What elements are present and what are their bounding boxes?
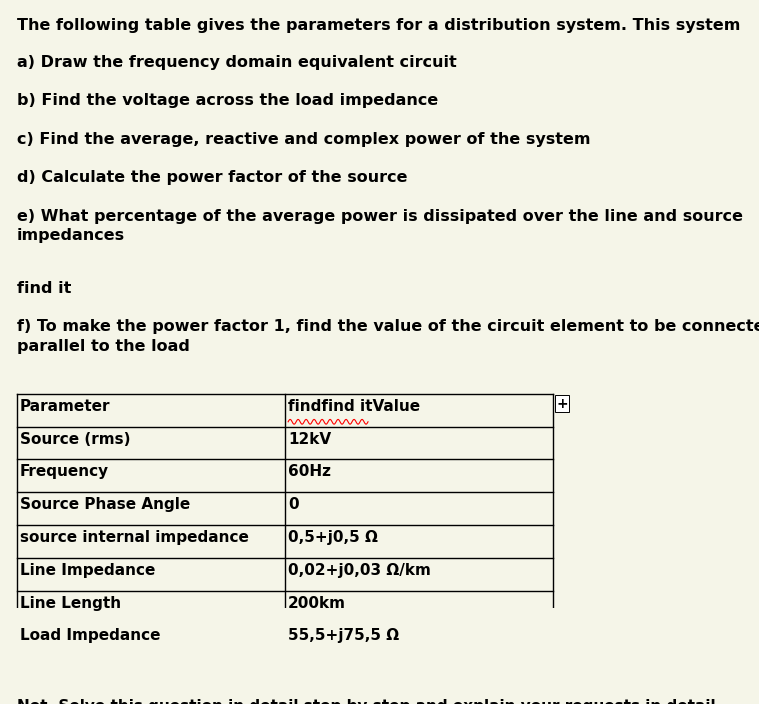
Text: +: + (556, 397, 568, 411)
Text: 0,02+j0,03 Ω/km: 0,02+j0,03 Ω/km (288, 562, 431, 578)
Text: c) Find the average, reactive and complex power of the system: c) Find the average, reactive and comple… (17, 132, 591, 147)
Text: e) What percentage of the average power is dissipated over the line and source
i: e) What percentage of the average power … (17, 208, 743, 244)
Text: Line Impedance: Line Impedance (20, 562, 156, 578)
Text: findfind itValue: findfind itValue (288, 398, 420, 414)
Text: The following table gives the parameters for a distribution system. This system: The following table gives the parameters… (17, 18, 741, 33)
Text: 12kV: 12kV (288, 432, 331, 446)
Text: b) Find the voltage across the load impedance: b) Find the voltage across the load impe… (17, 94, 439, 108)
Text: 0: 0 (288, 497, 299, 512)
Bar (3, 646, 13, 660)
Text: Line Length: Line Length (20, 596, 121, 610)
Text: d) Calculate the power factor of the source: d) Calculate the power factor of the sou… (17, 170, 408, 185)
Text: 200km: 200km (288, 596, 346, 610)
Text: 60Hz: 60Hz (288, 465, 331, 479)
Text: Frequency: Frequency (20, 465, 109, 479)
Text: f) To make the power factor 1, find the value of the circuit element to be conne: f) To make the power factor 1, find the … (17, 319, 759, 354)
Text: a) Draw the frequency domain equivalent circuit: a) Draw the frequency domain equivalent … (17, 55, 457, 70)
Text: 0,5+j0,5 Ω: 0,5+j0,5 Ω (288, 530, 378, 545)
Text: find it: find it (17, 280, 71, 296)
Text: source internal impedance: source internal impedance (20, 530, 249, 545)
Text: Not. Solve this question in detail step by step and explain your requests in det: Not. Solve this question in detail step … (17, 699, 716, 704)
Text: Load Impedance: Load Impedance (20, 629, 160, 643)
Text: Parameter: Parameter (20, 398, 111, 414)
Text: 55,5+j75,5 Ω: 55,5+j75,5 Ω (288, 629, 399, 643)
Text: Source (rms): Source (rms) (20, 432, 131, 446)
Text: Source Phase Angle: Source Phase Angle (20, 497, 191, 512)
